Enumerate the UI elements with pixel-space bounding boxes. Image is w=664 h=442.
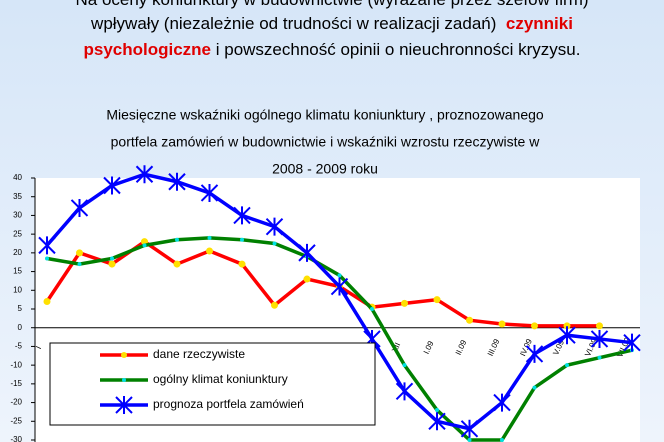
y-tick-label: -10 bbox=[10, 360, 22, 369]
marker bbox=[590, 329, 609, 348]
marker bbox=[303, 275, 311, 283]
emphasis: czynniki bbox=[505, 14, 573, 33]
legend-marker bbox=[122, 378, 126, 382]
y-tick-label: 40 bbox=[13, 173, 22, 182]
text: wpływały (niezależnie od trudności w rea… bbox=[91, 14, 497, 33]
series-line bbox=[45, 239, 600, 328]
marker bbox=[395, 382, 414, 401]
marker bbox=[271, 301, 278, 309]
y-tick-label: 25 bbox=[13, 229, 22, 238]
marker bbox=[337, 273, 342, 278]
marker bbox=[565, 363, 569, 368]
marker bbox=[108, 260, 116, 268]
marker bbox=[175, 237, 179, 242]
marker bbox=[77, 262, 82, 267]
emphasis: psychologiczne bbox=[83, 40, 212, 59]
marker bbox=[200, 183, 219, 202]
marker bbox=[272, 241, 277, 246]
marker bbox=[240, 237, 244, 242]
marker bbox=[70, 198, 89, 217]
legend-label: dane rzeczywiste bbox=[153, 347, 245, 361]
marker bbox=[298, 243, 316, 262]
marker bbox=[532, 385, 537, 390]
marker bbox=[460, 419, 479, 438]
chart-title: 2008 - 2009 roku bbox=[272, 161, 378, 177]
y-tick-label: -20 bbox=[10, 398, 22, 407]
legend-marker bbox=[115, 396, 133, 414]
marker bbox=[265, 217, 284, 236]
y-tick-label: 30 bbox=[13, 211, 22, 220]
marker bbox=[596, 322, 603, 330]
y-tick-label: -5 bbox=[15, 342, 23, 351]
text: i powszechność opinii o nieuchronności k… bbox=[215, 40, 581, 59]
x-tick-label: I bbox=[34, 345, 43, 351]
marker bbox=[493, 393, 511, 412]
marker bbox=[370, 307, 374, 311]
marker bbox=[531, 322, 538, 330]
marker bbox=[597, 355, 602, 360]
header-line: Na oceny koniunktury w budownictwie (wyr… bbox=[0, 0, 664, 10]
marker bbox=[435, 408, 439, 413]
marker bbox=[110, 256, 114, 261]
chart-title: portfela zamówień w budownictwie i wskaź… bbox=[111, 134, 541, 150]
marker bbox=[498, 320, 506, 328]
marker bbox=[45, 256, 49, 261]
text: Na oceny koniunktury w budownictwie (wyr… bbox=[75, 0, 588, 9]
marker bbox=[433, 296, 441, 304]
marker bbox=[207, 235, 212, 240]
y-tick-label: 20 bbox=[13, 248, 22, 257]
y-tick-label: -25 bbox=[10, 416, 22, 425]
marker bbox=[142, 243, 147, 248]
marker bbox=[623, 333, 641, 352]
chart-title: Miesięczne wskaźniki ogólnego klimatu ko… bbox=[106, 107, 544, 123]
marker bbox=[466, 316, 473, 324]
marker bbox=[233, 206, 251, 225]
header-line: psychologiczne i powszechność opinii o n… bbox=[0, 40, 664, 60]
legend-marker bbox=[121, 352, 127, 358]
marker bbox=[558, 326, 576, 345]
marker bbox=[173, 260, 181, 268]
marker bbox=[525, 344, 544, 363]
marker bbox=[467, 438, 472, 442]
header-line: wpływały (niezależnie od trudności w rea… bbox=[0, 14, 664, 34]
y-tick-label: 5 bbox=[18, 304, 23, 313]
y-tick-label: 15 bbox=[13, 267, 22, 276]
legend-label: ogólny klimat koniunktury bbox=[153, 372, 288, 386]
marker bbox=[43, 298, 51, 306]
y-tick-label: 0 bbox=[18, 323, 23, 332]
y-tick-label: 35 bbox=[13, 192, 22, 201]
marker bbox=[330, 277, 349, 296]
y-tick-label: -30 bbox=[10, 435, 22, 442]
marker bbox=[428, 412, 446, 431]
y-tick-label: 10 bbox=[13, 285, 22, 294]
legend-label: prognoza portfela zamówień bbox=[153, 397, 304, 411]
marker bbox=[103, 176, 121, 195]
marker bbox=[135, 165, 154, 184]
marker bbox=[76, 249, 83, 257]
marker bbox=[168, 172, 186, 191]
y-tick-label: -15 bbox=[10, 379, 22, 388]
marker bbox=[38, 236, 56, 255]
marker bbox=[401, 299, 408, 307]
marker bbox=[500, 438, 504, 442]
marker bbox=[238, 260, 246, 268]
marker bbox=[402, 363, 407, 368]
marker bbox=[206, 247, 213, 255]
